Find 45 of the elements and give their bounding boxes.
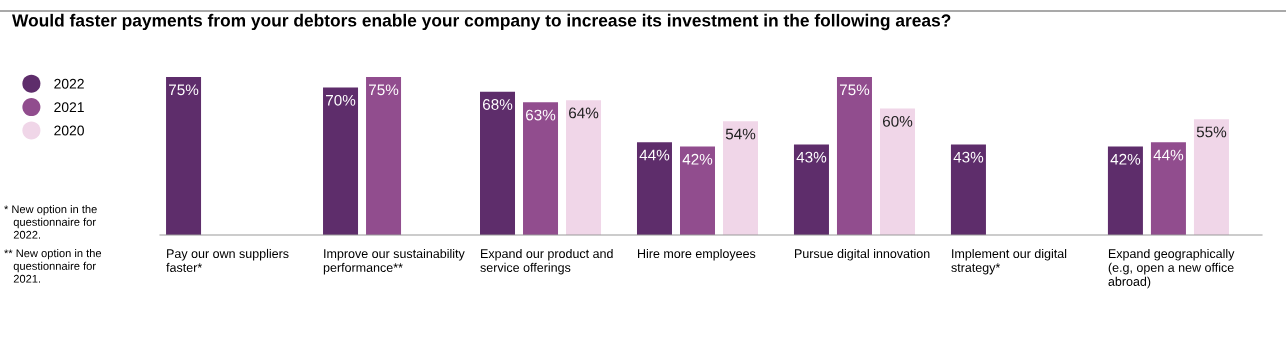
legend-label: 2022 xyxy=(54,78,84,89)
bar xyxy=(793,144,829,235)
bar xyxy=(1107,146,1143,235)
chart-title: Would faster payments from your debtors enable your company to increase its investment in the following areas? xyxy=(12,13,951,31)
bar xyxy=(723,121,759,235)
data-label: 54% xyxy=(725,128,756,140)
x-tick-label: Pursue digital innovation xyxy=(795,248,930,261)
legend-label: 2021 xyxy=(54,102,84,113)
data-label: 64% xyxy=(569,107,599,119)
x-tick-label: Implement our digital strategy* xyxy=(951,248,1067,275)
x-tick-label: Improve our sustainability performance** xyxy=(323,248,465,275)
data-label: 44% xyxy=(639,149,670,161)
bar xyxy=(480,91,516,235)
data-label: 55% xyxy=(1196,126,1227,138)
x-tick-label: Pay our own suppliers faster* xyxy=(166,248,289,272)
bar xyxy=(523,102,559,235)
data-label: 42% xyxy=(682,153,713,165)
data-label: 75% xyxy=(369,84,399,96)
bar xyxy=(680,146,715,235)
bar xyxy=(950,144,986,235)
text: * New option in the questionnaire for 2022. xyxy=(4,205,97,239)
bar xyxy=(566,100,602,235)
data-label: 75% xyxy=(169,84,199,96)
bar xyxy=(366,77,402,235)
bar xyxy=(166,77,202,235)
data-label: 70% xyxy=(326,94,356,106)
data-label: 75% xyxy=(839,84,870,96)
bar xyxy=(879,108,915,235)
x-tick-label: Expand geographically (e.g, open a new office abroad) xyxy=(1108,248,1235,289)
data-label: 44% xyxy=(1153,149,1184,161)
bar xyxy=(1150,142,1186,235)
data-label: 43% xyxy=(796,151,827,163)
x-tick-label: Expand our product and service offerings xyxy=(480,248,613,275)
text: ** New option in the questionnaire for 2021. xyxy=(4,249,102,283)
data-label: 43% xyxy=(953,151,984,163)
data-label: 42% xyxy=(1110,153,1141,165)
data-label: 63% xyxy=(526,109,556,121)
bar xyxy=(636,142,672,235)
x-tick-label: Hire more employees xyxy=(638,248,756,261)
bar xyxy=(1193,119,1229,235)
bar xyxy=(323,87,359,235)
data-label: 68% xyxy=(482,99,513,110)
data-label: 60% xyxy=(882,115,913,127)
legend-label: 2020 xyxy=(54,125,84,136)
bar xyxy=(836,77,872,235)
